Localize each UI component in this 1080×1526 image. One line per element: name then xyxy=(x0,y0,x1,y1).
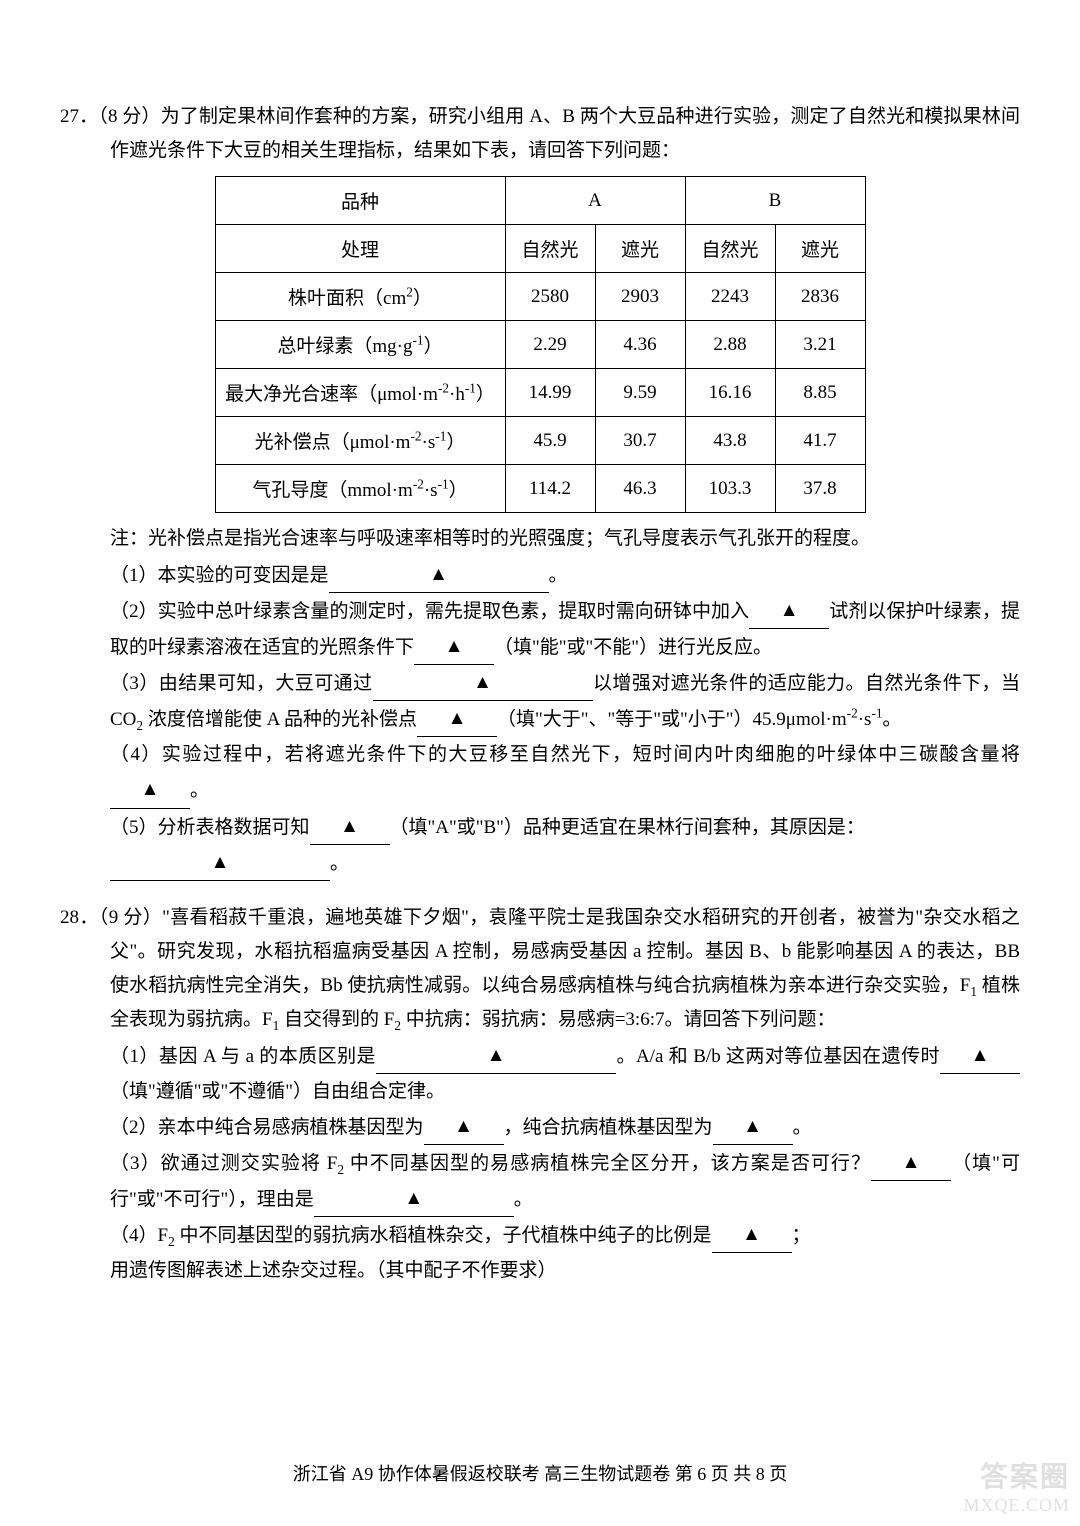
q27-note: 注：光补偿点是指光合速率与呼吸速率相等时的光照强度；气孔导度表示气孔张开的程度。 xyxy=(60,521,1020,556)
blank-fill[interactable]: ▲ xyxy=(417,701,497,737)
table-header-row-2: 处理 自然光 遮光 自然光 遮光 xyxy=(215,225,865,273)
cell: 41.7 xyxy=(775,417,865,465)
blank-fill[interactable]: ▲ xyxy=(871,1145,951,1181)
blank-fill[interactable]: ▲ xyxy=(314,1181,514,1217)
row-label: 总叶绿素（mg·g-1） xyxy=(215,321,505,369)
cell: 2243 xyxy=(685,273,775,321)
cell: 43.8 xyxy=(685,417,775,465)
blank-fill[interactable]: ▲ xyxy=(310,809,390,845)
q27-number: 27． xyxy=(60,106,98,127)
table-row: 总叶绿素（mg·g-1） 2.29 4.36 2.88 3.21 xyxy=(215,321,865,369)
cell: 30.7 xyxy=(595,417,685,465)
cell: 2.88 xyxy=(685,321,775,369)
th-b-shade: 遮光 xyxy=(775,225,865,273)
th-b: B xyxy=(685,177,865,225)
q28-sub2: （2）亲本中纯合易感病植株基因型为▲，纯合抗病植株基因型为▲。 xyxy=(60,1109,1020,1145)
table-row: 光补偿点（μmol·m-2·s-1） 45.9 30.7 43.8 41.7 xyxy=(215,417,865,465)
blank-fill[interactable]: ▲ xyxy=(110,772,190,808)
table-header-row-1: 品种 A B xyxy=(215,177,865,225)
blank-fill[interactable]: ▲ xyxy=(712,1217,792,1253)
page-footer: 浙江省 A9 协作体暑假返校联考 高三生物试题卷 第 6 页 共 8 页 xyxy=(0,1460,1080,1486)
q27-sub1: （1）本实验的可变因是是▲。 xyxy=(60,557,1020,593)
blank-fill[interactable]: ▲ xyxy=(713,1109,793,1145)
th-a-shade: 遮光 xyxy=(595,225,685,273)
cell: 3.21 xyxy=(775,321,865,369)
cell: 2903 xyxy=(595,273,685,321)
watermark: 答案圈 MXQE.COM xyxy=(963,1455,1070,1516)
cell: 103.3 xyxy=(685,465,775,513)
cell: 16.16 xyxy=(685,369,775,417)
row-label: 气孔导度（mmol·m-2·s-1） xyxy=(215,465,505,513)
row-label: 光补偿点（μmol·m-2·s-1） xyxy=(215,417,505,465)
q28-sub4: （4）F2 中不同基因型的弱抗病水稻植株杂交，子代植株中纯子的比例是▲；用遗传图… xyxy=(60,1217,1020,1288)
q27-stem-text: （8 分）为了制定果林间作套种的方案，研究小组用 A、B 两个大豆品种进行实验，… xyxy=(98,106,1020,161)
table-row: 最大净光合速率（μmol·m-2·h-1） 14.99 9.59 16.16 8… xyxy=(215,369,865,417)
q28-sub3: （3）欲通过测交实验将 F2 中不同基因型的易感病植株完全区分开，该方案是否可行… xyxy=(60,1145,1020,1217)
q27-stem: 27．（8 分）为了制定果林间作套种的方案，研究小组用 A、B 两个大豆品种进行… xyxy=(60,100,1020,168)
cell: 14.99 xyxy=(505,369,595,417)
q28-sub1: （1）基因 A 与 a 的本质区别是▲。A/a 和 B/b 这两对等位基因在遗传… xyxy=(60,1038,1020,1109)
q27-sub3: （3）由结果可知，大豆可通过▲以增强对遮光条件的适应能力。自然光条件下，当 CO… xyxy=(60,665,1020,737)
blank-fill[interactable]: ▲ xyxy=(749,593,829,629)
question-27: 27．（8 分）为了制定果林间作套种的方案，研究小组用 A、B 两个大豆品种进行… xyxy=(60,100,1020,881)
q27-table: 品种 A B 处理 自然光 遮光 自然光 遮光 株叶面积（cm2） 2580 2… xyxy=(215,176,866,513)
blank-fill[interactable]: ▲ xyxy=(329,557,549,593)
th-a: A xyxy=(505,177,685,225)
row-label: 株叶面积（cm2） xyxy=(215,273,505,321)
watermark-top: 答案圈 xyxy=(963,1455,1070,1495)
cell: 45.9 xyxy=(505,417,595,465)
q28-number: 28． xyxy=(60,907,99,928)
cell: 9.59 xyxy=(595,369,685,417)
watermark-bottom: MXQE.COM xyxy=(963,1495,1070,1516)
cell: 114.2 xyxy=(505,465,595,513)
cell: 2580 xyxy=(505,273,595,321)
cell: 4.36 xyxy=(595,321,685,369)
table-row: 株叶面积（cm2） 2580 2903 2243 2836 xyxy=(215,273,865,321)
q27-sub5: （5）分析表格数据可知▲（填"A"或"B"）品种更适宜在果林行间套种，其原因是：… xyxy=(60,809,1020,881)
blank-fill[interactable]: ▲ xyxy=(940,1038,1020,1074)
th-treatment: 处理 xyxy=(215,225,505,273)
cell: 2.29 xyxy=(505,321,595,369)
cell: 8.85 xyxy=(775,369,865,417)
question-28: 28．（9 分）"喜看稻菽千重浪，遍地英雄下夕烟"，袁隆平院士是我国杂交水稻研究… xyxy=(60,901,1020,1289)
table-row: 气孔导度（mmol·m-2·s-1） 114.2 46.3 103.3 37.8 xyxy=(215,465,865,513)
cell: 46.3 xyxy=(595,465,685,513)
th-b-natural: 自然光 xyxy=(685,225,775,273)
blank-fill[interactable]: ▲ xyxy=(424,1109,504,1145)
th-variety: 品种 xyxy=(215,177,505,225)
cell: 37.8 xyxy=(775,465,865,513)
blank-fill[interactable]: ▲ xyxy=(373,665,593,701)
blank-fill[interactable]: ▲ xyxy=(110,845,330,881)
row-label: 最大净光合速率（μmol·m-2·h-1） xyxy=(215,369,505,417)
q27-sub2: （2）实验中总叶绿素含量的测定时，需先提取色素，提取时需向研钵中加入▲试剂以保护… xyxy=(60,593,1020,665)
cell: 2836 xyxy=(775,273,865,321)
q27-sub4: （4）实验过程中，若将遮光条件下的大豆移至自然光下，短时间内叶肉细胞的叶绿体中三… xyxy=(60,737,1020,808)
blank-fill[interactable]: ▲ xyxy=(376,1038,616,1074)
q28-stem-text: （9 分）"喜看稻菽千重浪，遍地英雄下夕烟"，袁隆平院士是我国杂交水稻研究的开创… xyxy=(99,907,1020,1031)
q28-stem: 28．（9 分）"喜看稻菽千重浪，遍地英雄下夕烟"，袁隆平院士是我国杂交水稻研究… xyxy=(60,901,1020,1038)
blank-fill[interactable]: ▲ xyxy=(414,629,494,665)
th-a-natural: 自然光 xyxy=(505,225,595,273)
